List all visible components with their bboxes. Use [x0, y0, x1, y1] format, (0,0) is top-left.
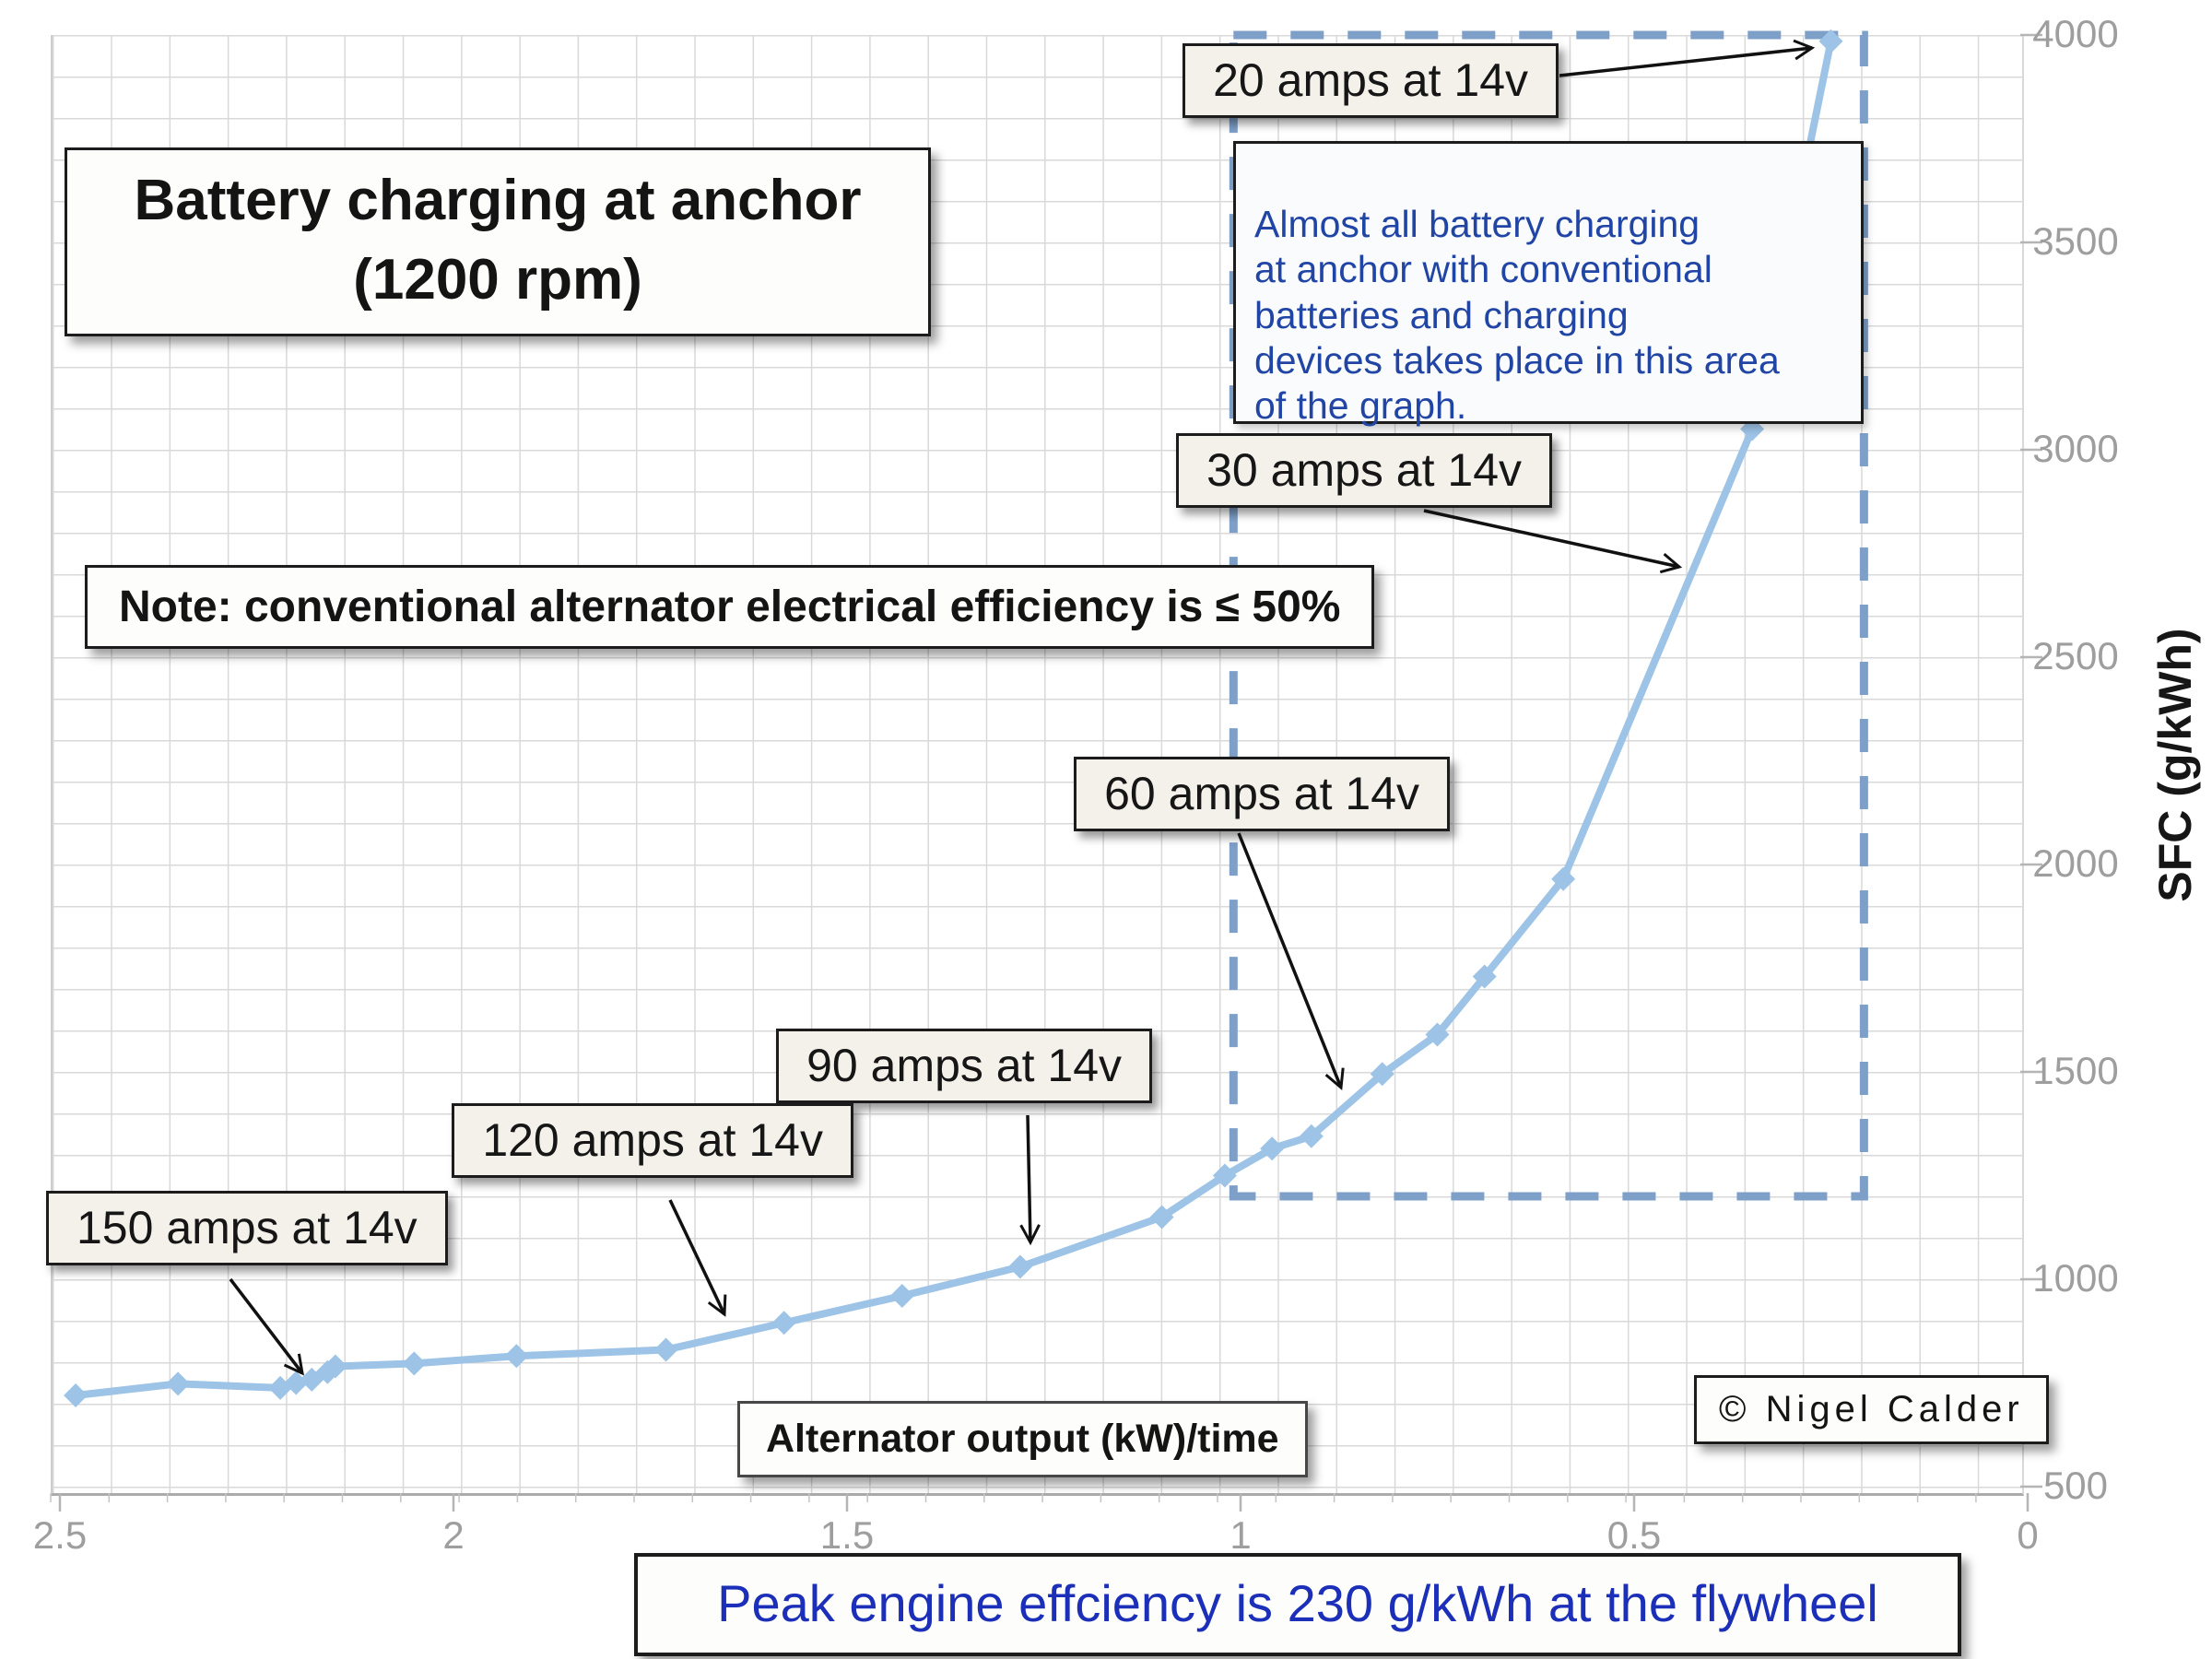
- y-tick-label: 500: [2042, 1464, 2109, 1507]
- footer-note-box: Peak engine effciency is 230 g/kWh at th…: [634, 1553, 1961, 1656]
- y-tick-label: 2500: [2032, 634, 2119, 677]
- x-tick-label: 2: [442, 1513, 465, 1557]
- chart-title-box: Battery charging at anchor (1200 rpm): [65, 147, 931, 336]
- footer-note-text: Peak engine effciency is 230 g/kWh at th…: [717, 1574, 1878, 1632]
- efficiency-note-text: Note: conventional alternator electrical…: [119, 582, 1341, 631]
- x-axis-title: Alternator output (kW)/time: [766, 1417, 1279, 1461]
- charging-area-note-box: Almost all battery charging at anchor wi…: [1233, 141, 1864, 427]
- y-axis-title: SFC (g/kWh): [2149, 628, 2201, 902]
- x-axis-title-box: Alternator output (kW)/time: [737, 1401, 1308, 1477]
- efficiency-note-box: Note: conventional alternator electrical…: [85, 565, 1375, 649]
- annotation-label-30-amps: 30 amps at 14v: [1176, 433, 1552, 508]
- y-tick-label: 3000: [2032, 427, 2119, 470]
- x-tick-label: 1.5: [819, 1513, 875, 1557]
- annotation-label-90-amps: 90 amps at 14v: [776, 1029, 1152, 1103]
- x-tick-label: 2.5: [32, 1513, 88, 1557]
- annotation-label-60-amps: 60 amps at 14v: [1074, 757, 1450, 831]
- copyright-text: © Nigel Calder: [1719, 1389, 2024, 1430]
- charging-area-note-text: Almost all battery charging at anchor wi…: [1254, 203, 1780, 427]
- y-tick-label: 1500: [2032, 1049, 2119, 1092]
- annotation-label-120-amps: 120 amps at 14v: [452, 1103, 853, 1178]
- annotation-label-150-amps: 150 amps at 14v: [46, 1191, 448, 1265]
- chart-title-line2: (1200 rpm): [353, 247, 642, 312]
- copyright-box: © Nigel Calder: [1694, 1375, 2049, 1444]
- x-tick-label: 0.5: [1606, 1513, 1662, 1557]
- chart-title-line1: Battery charging at anchor: [134, 169, 862, 232]
- y-tick-label: 2000: [2032, 841, 2119, 885]
- x-tick-label: 1: [1230, 1513, 1252, 1557]
- y-tick-label: 3500: [2032, 219, 2119, 263]
- annotation-label-20-amps: 20 amps at 14v: [1182, 43, 1559, 118]
- x-tick-label: 0: [2017, 1513, 2039, 1557]
- y-tick-label: 4000: [2032, 12, 2119, 55]
- y-tick-label: 1000: [2032, 1256, 2119, 1300]
